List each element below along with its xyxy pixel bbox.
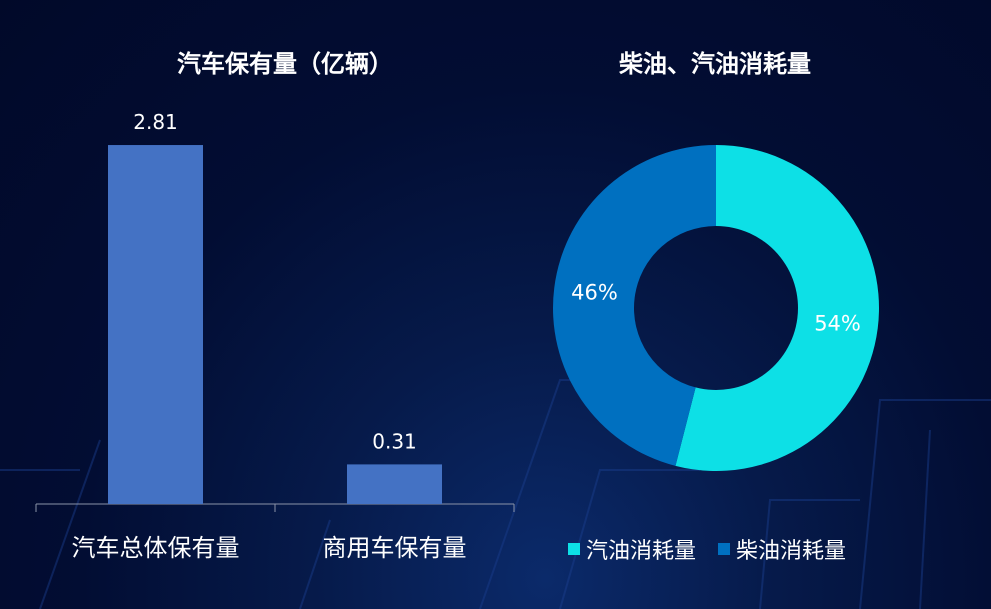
donut-slice xyxy=(553,145,716,466)
donut-chart-title: 柴油、汽油消耗量 xyxy=(619,50,811,78)
bar xyxy=(108,145,203,504)
bar-value-label: 0.31 xyxy=(372,429,417,453)
legend-swatch-diesel xyxy=(718,543,731,555)
legend-label-diesel: 柴油消耗量 xyxy=(736,539,847,564)
x-tick-label: 汽车总体保有量 xyxy=(72,534,240,562)
bar-value-label: 2.81 xyxy=(133,110,178,134)
legend-item-diesel: 柴油消耗量 xyxy=(718,533,846,565)
donut-legend: 汽油消耗量 柴油消耗量 xyxy=(568,533,868,565)
x-tick-label: 商用车保有量 xyxy=(323,534,467,562)
slice-value-label: 54% xyxy=(814,311,861,335)
legend-item-gasoline: 汽油消耗量 xyxy=(568,533,696,565)
bar xyxy=(347,464,442,504)
donut-slice xyxy=(675,145,879,472)
legend-label-gasoline: 汽油消耗量 xyxy=(586,539,697,564)
bar-chart-title: 汽车保有量（亿辆） xyxy=(177,50,393,78)
slice-value-label: 46% xyxy=(571,281,618,305)
legend-swatch-gasoline xyxy=(568,543,580,555)
